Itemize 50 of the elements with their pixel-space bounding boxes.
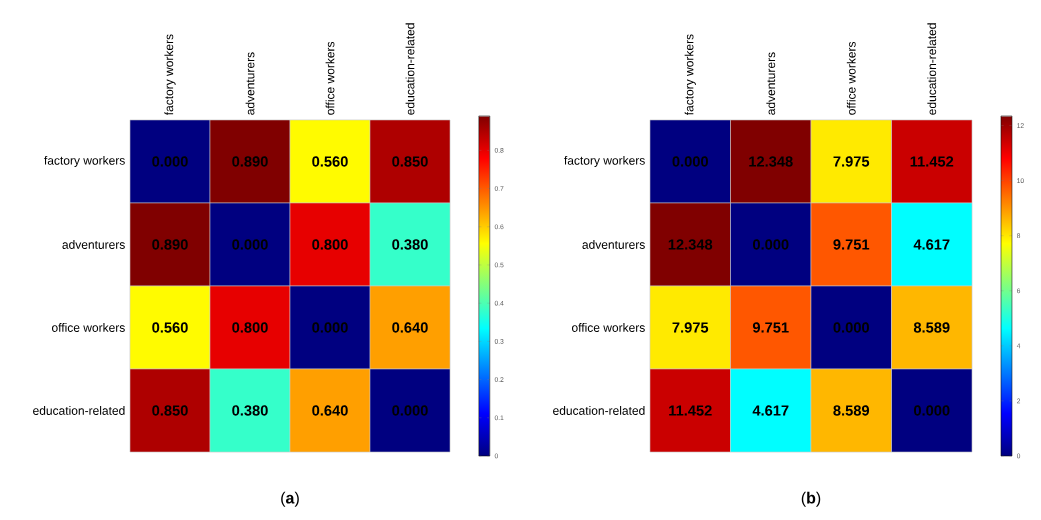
data-label: 0.000: [833, 322, 869, 333]
data-label: 0.000: [752, 239, 789, 250]
y-tick-label: office workers: [52, 323, 125, 332]
data-label: 0.890: [232, 156, 268, 167]
x-tick-label: factory workers: [164, 34, 176, 116]
y-tick-label: education-related: [553, 406, 645, 415]
data-label: 0.000: [232, 239, 268, 250]
data-label: 0.800: [312, 239, 348, 250]
x-tick-label: adventurers: [245, 52, 255, 115]
data-label: 0.000: [392, 405, 428, 416]
x-tick-label: office workers: [846, 41, 856, 115]
data-label: 0.640: [392, 322, 428, 333]
data-label: 9.751: [752, 322, 789, 333]
data-label: 8.589: [913, 322, 950, 333]
data-label: 0.560: [152, 322, 188, 333]
data-label: 8.589: [833, 405, 870, 416]
data-label: 0.850: [152, 405, 188, 416]
data-label: 0.800: [232, 322, 268, 333]
data-label: 0.000: [913, 405, 950, 416]
data-label: 4.617: [913, 239, 950, 250]
data-label: 0.890: [152, 239, 188, 250]
y-tick-label: factory workers: [564, 155, 645, 168]
data-label: 0.000: [672, 156, 708, 167]
text: (b): [801, 491, 821, 507]
data-label: 12.348: [749, 156, 793, 167]
y-tick-label: adventurers: [62, 240, 125, 249]
y-tick-label: adventurers: [582, 240, 645, 249]
data-label: 7.975: [833, 156, 870, 167]
data-label: 11.452: [669, 405, 712, 416]
x-tick-label: office workers: [325, 41, 335, 115]
y-tick-label: education-related: [33, 406, 125, 415]
text: (a): [281, 491, 299, 507]
y-tick-label: factory workers: [44, 155, 125, 168]
data-label: 7.975: [672, 322, 709, 333]
data-label: 0.380: [392, 239, 428, 250]
data-label: 0.000: [312, 322, 348, 333]
data-label: 12.348: [668, 239, 713, 250]
data-label: 9.751: [833, 239, 870, 250]
x-tick-label: education-related: [927, 23, 937, 115]
x-tick-label: factory workers: [684, 34, 696, 116]
x-tick-label: education-related: [405, 23, 415, 115]
data-label: 11.452: [910, 156, 954, 167]
data-label: 0.850: [392, 156, 428, 167]
y-tick-label: office workers: [571, 323, 645, 332]
data-label: 0.380: [232, 405, 268, 416]
data-label: 0.640: [312, 405, 348, 416]
data-label: 0.000: [152, 156, 188, 167]
data-label: 4.617: [752, 405, 789, 416]
data-label: 0.560: [312, 156, 348, 167]
x-tick-label: adventurers: [766, 52, 776, 115]
